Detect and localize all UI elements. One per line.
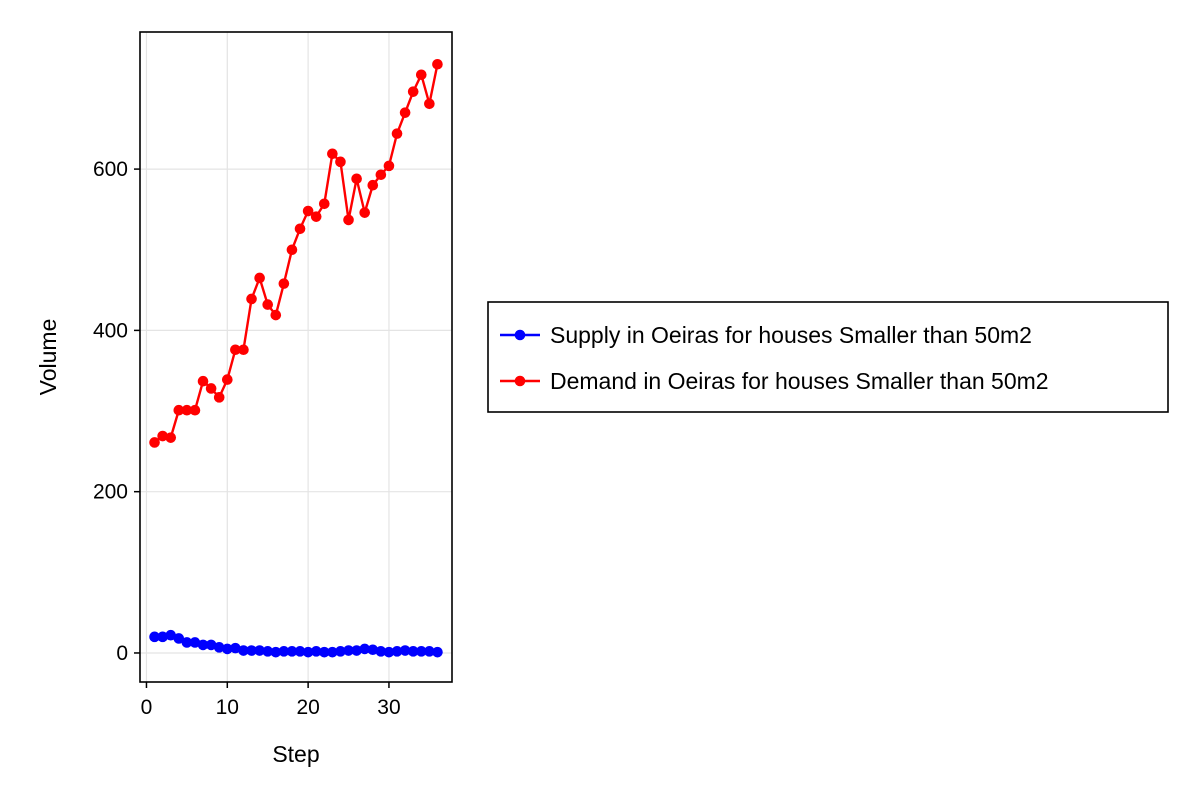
legend-box <box>488 302 1168 412</box>
y-tick-label: 600 <box>93 158 128 181</box>
legend-item-supply: Supply in Oeiras for houses Smaller than… <box>500 322 1032 348</box>
y-tick-label: 200 <box>93 481 128 504</box>
demand-point <box>392 128 403 139</box>
demand-point <box>343 215 354 226</box>
demand-point <box>408 86 419 97</box>
legend-swatch-marker <box>515 376 526 387</box>
legend-label: Supply in Oeiras for houses Smaller than… <box>550 322 1032 348</box>
demand-series <box>149 59 443 448</box>
legend-swatch-marker <box>515 330 526 341</box>
plot-frame <box>140 32 452 682</box>
demand-point <box>384 161 395 172</box>
legend: Supply in Oeiras for houses Smaller than… <box>488 302 1168 412</box>
demand-point <box>287 244 298 255</box>
demand-point <box>416 69 427 80</box>
demand-point <box>198 376 209 387</box>
demand-point <box>376 169 387 180</box>
x-tick-label: 20 <box>296 696 319 719</box>
demand-point <box>262 299 273 310</box>
y-axis-label: Volume <box>35 319 61 396</box>
y-tick-label: 400 <box>93 319 128 342</box>
demand-point <box>311 211 322 222</box>
demand-line <box>155 64 438 442</box>
demand-point <box>432 59 443 70</box>
demand-point <box>359 207 370 218</box>
legend-item-demand: Demand in Oeiras for houses Smaller than… <box>500 368 1049 394</box>
demand-point <box>367 180 378 191</box>
demand-point <box>279 278 290 289</box>
legend-label: Demand in Oeiras for houses Smaller than… <box>550 368 1049 394</box>
demand-point <box>165 432 176 443</box>
demand-point <box>222 374 233 385</box>
y-tick-label: 0 <box>116 642 128 665</box>
series-layer <box>149 59 443 658</box>
demand-point <box>246 294 257 305</box>
demand-point <box>295 223 306 234</box>
demand-point <box>351 173 362 184</box>
axis-ticks: 0 10 20 30 0 200 400 600 <box>93 158 401 719</box>
demand-point <box>214 392 225 403</box>
x-tick-label: 10 <box>216 696 239 719</box>
demand-point <box>319 198 330 209</box>
demand-point <box>238 344 249 355</box>
demand-point <box>190 405 201 416</box>
supply-point <box>432 647 443 658</box>
demand-point <box>327 148 338 159</box>
demand-point <box>400 107 411 118</box>
demand-point <box>424 98 435 109</box>
x-tick-label: 0 <box>141 696 153 719</box>
x-axis-label: Step <box>272 741 319 767</box>
demand-point <box>270 310 281 321</box>
demand-point <box>254 273 265 284</box>
x-tick-label: 30 <box>377 696 400 719</box>
demand-point <box>206 383 217 394</box>
grid-lines <box>140 32 452 682</box>
demand-point <box>335 157 346 168</box>
